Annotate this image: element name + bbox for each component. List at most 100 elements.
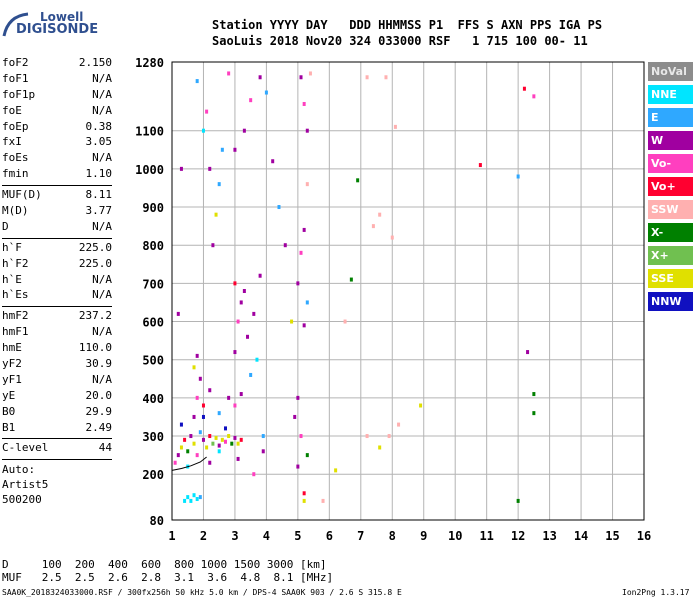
param-name: D bbox=[2, 219, 9, 233]
param-row: foF1p N/A bbox=[2, 88, 112, 104]
echo-point bbox=[299, 250, 303, 255]
echo-point bbox=[186, 495, 190, 500]
auto-line-3: 500200 bbox=[2, 493, 42, 507]
y-tick-label: 500 bbox=[142, 354, 164, 368]
echo-point bbox=[208, 388, 212, 393]
param-row: yF1 N/A bbox=[2, 373, 112, 389]
param-row: yF2 30.9 bbox=[2, 357, 112, 373]
echo-point bbox=[387, 434, 391, 439]
echo-point bbox=[227, 434, 231, 439]
echo-point bbox=[239, 437, 243, 442]
distance-row: D 100 200 400 600 800 1000 1500 3000 [km… bbox=[2, 558, 327, 571]
echo-point bbox=[283, 243, 287, 248]
x-tick-label: 7 bbox=[357, 529, 364, 543]
param-row: fmin 1.10 bbox=[2, 167, 112, 183]
param-value: 0.38 bbox=[85, 119, 113, 133]
echo-point bbox=[239, 300, 243, 305]
echo-point bbox=[205, 109, 209, 114]
echo-point bbox=[227, 71, 231, 76]
echo-point bbox=[223, 426, 227, 431]
x-tick-label: 3 bbox=[231, 529, 238, 543]
param-row: foE N/A bbox=[2, 104, 112, 120]
param-name: C-level bbox=[2, 441, 49, 455]
param-name: yF1 bbox=[2, 372, 22, 386]
echo-point bbox=[305, 453, 309, 458]
x-tick-label: 16 bbox=[637, 529, 651, 543]
header-line-1: Station YYYY DAY DDD HHMMSS P1 FFS S AXN… bbox=[212, 18, 603, 32]
echo-point bbox=[378, 445, 382, 450]
echo-point bbox=[393, 124, 397, 129]
param-value: N/A bbox=[92, 288, 112, 302]
echo-point bbox=[208, 434, 212, 439]
echo-point bbox=[532, 392, 536, 397]
echo-point bbox=[198, 430, 202, 435]
param-value: N/A bbox=[92, 272, 112, 286]
echo-point bbox=[189, 498, 193, 503]
legend-item: X- bbox=[648, 223, 693, 242]
param-name: M(D) bbox=[2, 204, 29, 218]
param-row: h`Es N/A bbox=[2, 288, 112, 304]
x-tick-label: 12 bbox=[511, 529, 525, 543]
param-row: hmF1 N/A bbox=[2, 325, 112, 341]
echo-point bbox=[233, 281, 237, 286]
x-tick-label: 1 bbox=[168, 529, 175, 543]
echo-point bbox=[195, 497, 199, 502]
echo-point bbox=[305, 182, 309, 187]
echo-point bbox=[252, 311, 256, 316]
echo-point bbox=[271, 159, 275, 164]
echo-point bbox=[296, 395, 300, 400]
param-name: foE bbox=[2, 103, 22, 117]
ionogram-chart: 1 2 3 4 5 6 7 8 9 10 11 12 13 14 15 1680200300400500600… bbox=[135, 56, 651, 543]
param-row-clevel: C-level 44 bbox=[2, 441, 112, 457]
echo-point bbox=[397, 422, 401, 427]
echo-point bbox=[384, 75, 388, 80]
legend-item: X+ bbox=[648, 246, 693, 265]
logo-text-top: Lowell bbox=[40, 10, 84, 24]
echo-point bbox=[236, 456, 240, 461]
echo-point bbox=[217, 443, 221, 448]
echo-point bbox=[478, 163, 482, 168]
echo-point bbox=[365, 434, 369, 439]
echo-point bbox=[208, 166, 212, 171]
y-tick-label: 1000 bbox=[135, 163, 164, 177]
echo-point bbox=[183, 437, 187, 442]
legend-item: NNE bbox=[648, 85, 693, 104]
y-tick-label: 400 bbox=[142, 392, 164, 406]
echo-point bbox=[516, 174, 520, 179]
echo-point bbox=[198, 495, 202, 500]
echo-point bbox=[343, 319, 347, 324]
echo-point bbox=[255, 357, 259, 362]
echo-point bbox=[201, 128, 205, 133]
param-name: h`F bbox=[2, 240, 22, 254]
x-tick-label: 13 bbox=[542, 529, 556, 543]
echo-point bbox=[217, 411, 221, 416]
echo-point bbox=[258, 75, 262, 80]
echo-point bbox=[532, 411, 536, 416]
echo-point bbox=[179, 445, 183, 450]
param-name: foF2 bbox=[2, 56, 29, 69]
param-row: D N/A bbox=[2, 220, 112, 236]
param-value: 44 bbox=[98, 441, 112, 455]
echo-point bbox=[195, 395, 199, 400]
muf-row: MUF 2.5 2.5 2.6 2.8 3.1 3.6 4.8 8.1 [MHz… bbox=[2, 571, 334, 584]
grid-lines bbox=[171, 61, 645, 521]
echo-point bbox=[302, 498, 306, 503]
param-value: 225.0 bbox=[78, 256, 112, 270]
echo-point bbox=[390, 235, 394, 240]
y-tick-label: 800 bbox=[142, 239, 164, 253]
echo-point bbox=[214, 435, 218, 440]
echo-point bbox=[195, 353, 199, 358]
param-row: foEs N/A bbox=[2, 151, 112, 167]
echo-point bbox=[236, 441, 240, 446]
echo-point bbox=[230, 441, 234, 446]
y-tick-label: 80 bbox=[150, 514, 164, 528]
x-tick-label: 14 bbox=[574, 529, 588, 543]
param-value: N/A bbox=[92, 71, 112, 85]
echo-point bbox=[173, 460, 177, 465]
param-value: 225.0 bbox=[78, 240, 112, 254]
x-tick-label: 2 bbox=[200, 529, 207, 543]
echo-point bbox=[302, 491, 306, 496]
param-row: h`F2 225.0 bbox=[2, 257, 112, 273]
echo-point bbox=[198, 376, 202, 381]
echo-point bbox=[302, 227, 306, 232]
